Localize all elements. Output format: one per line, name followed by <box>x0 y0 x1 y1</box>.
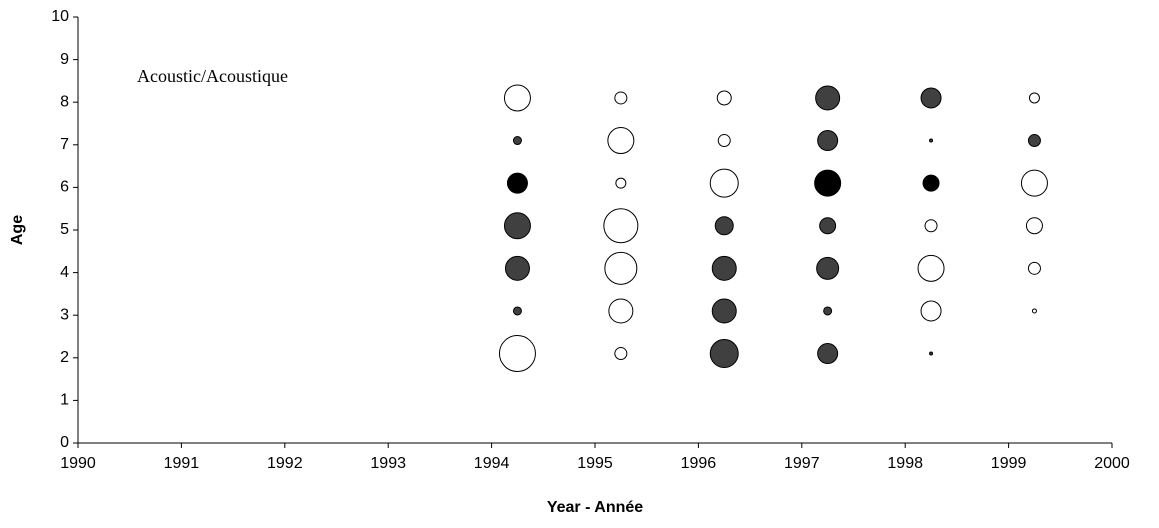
bubble <box>1027 134 1041 148</box>
bubble <box>504 255 530 281</box>
bubble <box>503 212 531 240</box>
bubble <box>1025 217 1043 235</box>
bubble <box>1027 261 1041 275</box>
y-tick-label: 7 <box>60 136 69 153</box>
annotation: Acoustic/Acoustique <box>137 66 288 86</box>
bubble <box>716 90 732 106</box>
bubble <box>920 300 942 322</box>
x-tick-label: 1992 <box>267 455 303 472</box>
bubble <box>711 298 737 324</box>
bubble <box>503 84 531 112</box>
x-tick-label: 2000 <box>1094 455 1130 472</box>
y-tick-label: 2 <box>60 349 69 366</box>
y-tick-label: 10 <box>51 8 69 25</box>
bubble <box>1028 92 1040 104</box>
x-tick-label: 1991 <box>164 455 200 472</box>
bubble <box>506 172 528 194</box>
bubble <box>709 339 739 369</box>
x-tick-label: 1995 <box>577 455 613 472</box>
x-tick-label: 1998 <box>887 455 923 472</box>
bubble <box>924 219 938 233</box>
bubble <box>512 136 522 146</box>
bubble <box>929 138 934 143</box>
bubble <box>614 91 628 105</box>
y-tick-label: 3 <box>60 306 69 323</box>
bubble <box>819 217 837 235</box>
y-axis-label: Age <box>9 215 26 245</box>
y-tick-label: 6 <box>60 179 69 196</box>
bubble <box>817 343 839 365</box>
bubble <box>1020 169 1048 197</box>
bubble <box>917 254 945 282</box>
y-tick-label: 1 <box>60 392 69 409</box>
bubble <box>498 335 536 373</box>
bubble <box>815 85 841 111</box>
y-tick-label: 0 <box>60 434 69 451</box>
x-tick-label: 1996 <box>681 455 717 472</box>
y-tick-label: 5 <box>60 221 69 238</box>
bubble <box>614 347 628 361</box>
bubble <box>929 351 934 356</box>
bubble <box>1031 308 1037 314</box>
bubble <box>604 251 638 285</box>
y-tick-label: 4 <box>60 264 69 281</box>
bubble <box>615 177 627 189</box>
bubble <box>922 174 940 192</box>
bubble <box>816 256 840 280</box>
x-tick-label: 1997 <box>784 455 820 472</box>
x-tick-label: 1994 <box>474 455 510 472</box>
bubble <box>607 127 635 155</box>
x-tick-label: 1990 <box>60 455 96 472</box>
bubble <box>714 216 734 236</box>
x-tick-label: 1993 <box>370 455 406 472</box>
bubble <box>603 208 639 244</box>
bubble <box>608 298 634 324</box>
bubble <box>711 255 737 281</box>
bubble <box>823 306 833 316</box>
bubble <box>814 169 842 197</box>
bubble <box>717 134 731 148</box>
x-tick-label: 1999 <box>991 455 1027 472</box>
x-axis-label: Year - Année <box>547 499 643 516</box>
bubble <box>512 306 522 316</box>
bubble <box>920 87 942 109</box>
y-tick-label: 9 <box>60 51 69 68</box>
bubble <box>709 168 739 198</box>
y-tick-label: 8 <box>60 93 69 110</box>
bubble <box>817 130 839 152</box>
